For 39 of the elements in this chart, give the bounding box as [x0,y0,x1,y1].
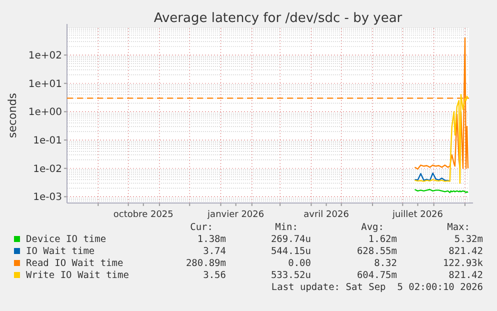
text: Max: [447,222,470,233]
legend-label: Device IO time [26,234,106,245]
text: 5.32m [454,234,484,245]
line-series [414,94,469,184]
text: 3.74 [203,246,226,257]
text: 628.55m [356,246,398,257]
text: 821.42 [448,270,483,281]
y-tick-label: 1e+01 [28,78,62,90]
y-tick-label: 1e+02 [28,50,62,62]
y-tick-label: 1e-01 [33,136,62,147]
legend-label: Write IO Wait time [26,270,130,281]
text: 8.32 [374,258,397,269]
text: Min: [275,222,298,233]
chart-title: Average latency for /dev/sdc - by year [154,11,403,26]
y-tick-label: 1e-03 [33,192,62,204]
legend-label: Read IO Wait time [26,258,124,269]
text: Last update: Sat Sep 5 02:00:10 2026 [271,282,484,293]
text: Avg: [361,222,384,233]
y-tick-label: 1e-02 [33,164,62,175]
text: 544.15u [270,246,311,257]
x-tick-label: avril 2026 [304,210,350,220]
text: 1.62m [368,234,398,245]
text: Cur: [190,222,213,233]
text: 604.75m [356,270,398,281]
text: 533.52u [270,270,311,281]
text: 269.74u [270,234,311,245]
y-axis-title: seconds [6,92,19,138]
x-tick-label: octobre 2025 [113,210,174,220]
text: 122.93k [442,258,484,269]
y-tick-label: 1e+00 [28,107,62,118]
text: 1.38m [197,234,226,245]
legend-label: IO Wait time [26,246,95,257]
text: 280.89m [186,258,226,269]
x-tick-label: janvier 2026 [206,210,264,220]
text: 3.56 [203,270,226,281]
line-series [414,172,451,182]
text: 0.00 [288,258,312,269]
text: 821.42 [448,246,483,257]
x-tick-label: juillet 2026 [391,210,444,220]
